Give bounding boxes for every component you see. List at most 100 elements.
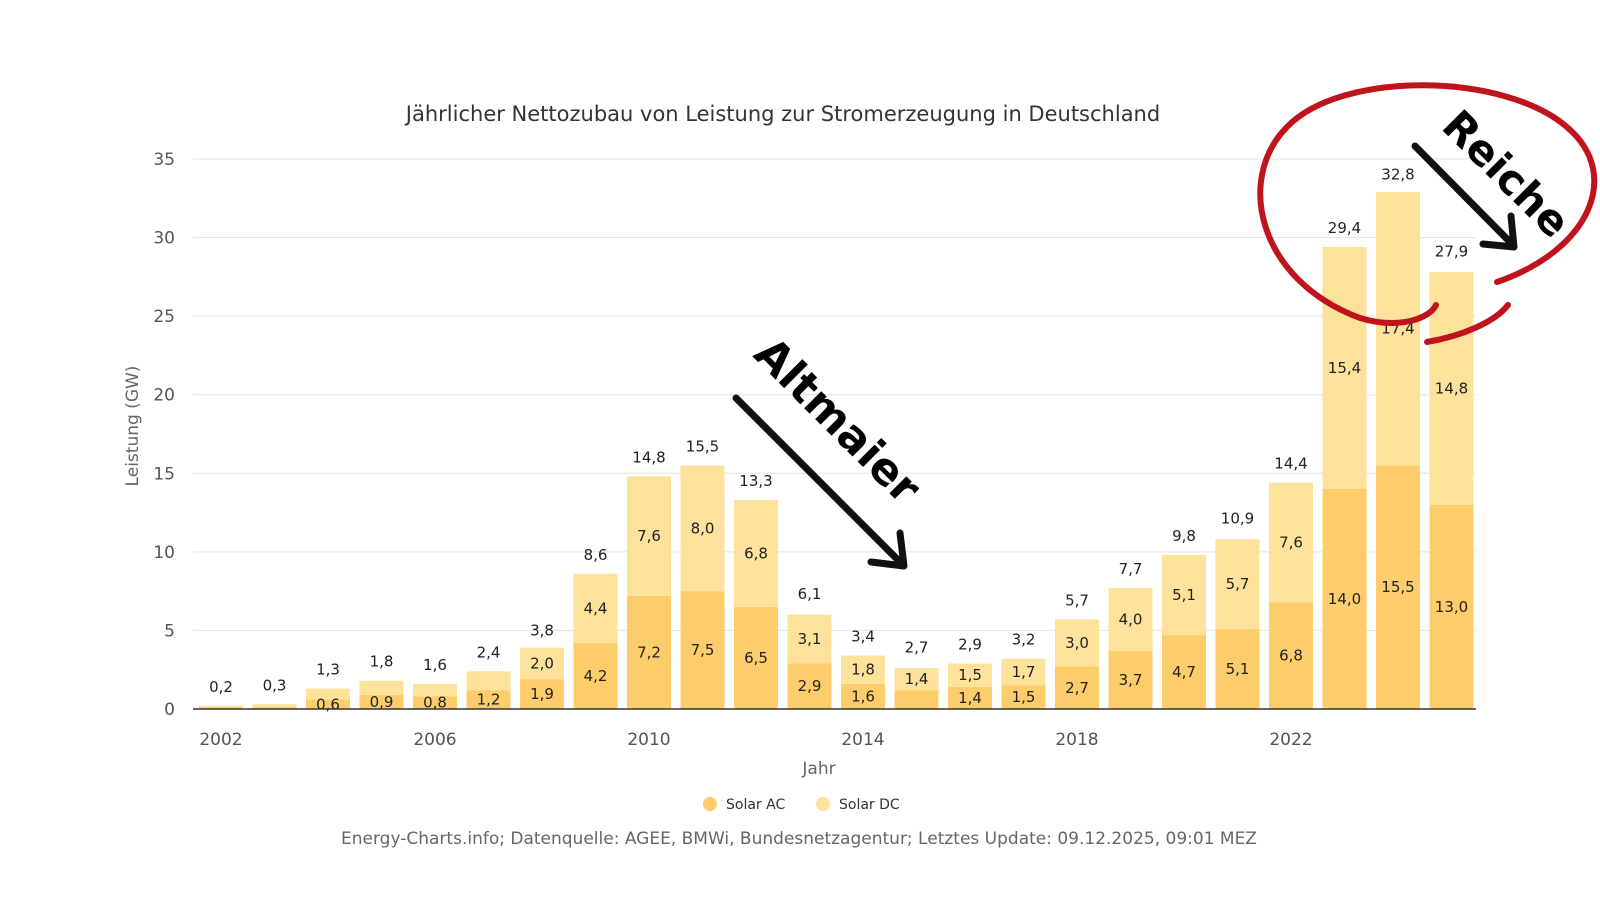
bar-segment-solar-ac[interactable] [306, 699, 350, 709]
bar-segment-solar-ac[interactable] [948, 687, 992, 709]
total-label: 3,2 [1012, 631, 1036, 649]
y-tick-label: 35 [153, 150, 175, 170]
bar-segment-solar-dc[interactable] [1269, 482, 1313, 603]
bar-segment-solar-ac[interactable] [252, 707, 297, 709]
data-label: 15,5 [1381, 578, 1414, 596]
data-label: 2,0 [530, 654, 554, 672]
data-label: 8,0 [691, 519, 715, 537]
data-label: 6,5 [744, 649, 768, 667]
legend-item-solar-dc[interactable]: Solar DC [816, 797, 900, 813]
data-label: 7,6 [637, 527, 661, 545]
bar-segment-solar-dc[interactable] [680, 465, 725, 592]
bar-segment-solar-dc[interactable] [306, 688, 350, 700]
chart-title: Jährlicher Nettozubau von Leistung zur S… [404, 102, 1160, 126]
total-label: 32,8 [1381, 166, 1414, 184]
x-tick-label: 2006 [413, 730, 456, 750]
legend-item-solar-ac[interactable]: Solar AC [703, 797, 785, 813]
total-label: 1,3 [316, 661, 340, 679]
bar-segment-solar-ac[interactable] [680, 591, 725, 709]
bar-segment-solar-ac[interactable] [573, 643, 618, 709]
x-axis-ticks: 2002 2006 2010 2014 2018 2022 [199, 730, 1312, 750]
bar-segment-solar-ac[interactable] [1215, 628, 1260, 709]
bar-segment-solar-dc[interactable] [1162, 555, 1206, 636]
bar-segment-solar-dc[interactable] [627, 476, 671, 596]
bar-segment-solar-ac[interactable] [841, 683, 885, 709]
bar-segment-solar-dc[interactable] [841, 655, 885, 684]
bar-segment-solar-dc[interactable] [1215, 539, 1260, 629]
x-tick-label: 2010 [627, 730, 670, 750]
bar-segment-solar-ac[interactable] [1429, 504, 1474, 709]
data-label: 1,7 [1012, 663, 1036, 681]
bar-segment-solar-ac[interactable] [1108, 650, 1153, 709]
legend-label-solar-ac: Solar AC [726, 797, 785, 813]
total-label: 14,8 [632, 448, 665, 466]
bar-segment-solar-dc[interactable] [252, 704, 297, 708]
bar-segment-solar-dc[interactable] [359, 680, 404, 695]
bar-segment-solar-dc[interactable] [1001, 658, 1046, 686]
total-label: 0,3 [263, 676, 287, 694]
data-label: 3,7 [1119, 671, 1143, 689]
bar-segment-solar-ac[interactable] [466, 690, 511, 709]
bar-segment-solar-dc[interactable] [1055, 619, 1099, 667]
data-label: 0,9 [370, 693, 394, 711]
y-tick-label: 10 [153, 543, 175, 563]
bar-segment-solar-ac[interactable] [1055, 666, 1099, 709]
y-tick-label: 30 [153, 229, 175, 249]
total-label: 6,1 [798, 585, 822, 603]
total-label: 27,9 [1435, 243, 1468, 261]
total-label: 3,4 [851, 628, 875, 646]
bar-segment-solar-ac[interactable] [1162, 635, 1206, 709]
bar-segment-solar-ac[interactable] [894, 690, 939, 709]
total-label: 9,8 [1172, 527, 1196, 545]
bar-segment-solar-ac[interactable] [787, 663, 832, 709]
bar-segment-solar-dc[interactable] [894, 668, 939, 691]
bar-segment-solar-dc[interactable] [573, 573, 618, 643]
total-label: 8,6 [584, 546, 608, 564]
y-tick-label: 20 [153, 386, 175, 406]
y-tick-label: 5 [164, 621, 175, 641]
data-label: 7,6 [1279, 533, 1303, 551]
bar-segment-solar-ac[interactable] [1001, 685, 1046, 709]
data-label: 3,1 [798, 630, 822, 648]
y-tick-label: 25 [153, 307, 175, 327]
bar-segment-solar-dc[interactable] [1322, 247, 1367, 489]
bar-segment-solar-ac[interactable] [199, 707, 243, 709]
data-label: 4,0 [1119, 610, 1143, 628]
bar-segment-solar-ac[interactable] [1322, 489, 1367, 709]
bar-segment-solar-ac[interactable] [734, 606, 778, 709]
data-label: 7,5 [691, 641, 715, 659]
bar-segment-solar-ac[interactable] [627, 595, 671, 709]
bar-segment-solar-dc[interactable] [413, 683, 457, 697]
data-label: 2,9 [798, 677, 822, 695]
y-tick-label: 15 [153, 464, 175, 484]
total-label: 13,3 [739, 472, 772, 490]
data-label: 1,9 [530, 685, 554, 703]
data-label: 6,8 [1279, 647, 1303, 665]
bar-segment-solar-dc[interactable] [734, 500, 778, 607]
bar-segment-solar-dc[interactable] [199, 705, 243, 708]
bar-segment-solar-ac[interactable] [1269, 602, 1313, 709]
y-axis-ticks: 0 5 10 15 20 25 30 35 [153, 150, 175, 720]
legend-marker-solar-ac [703, 797, 717, 811]
bar-segment-solar-dc[interactable] [520, 647, 564, 680]
x-tick-label: 2002 [199, 730, 242, 750]
x-tick-label: 2014 [841, 730, 884, 750]
bar-segment-solar-dc[interactable] [1429, 272, 1474, 505]
bar-segment-solar-dc[interactable] [787, 614, 832, 664]
data-label: 14,8 [1435, 379, 1468, 397]
bar-segment-solar-dc[interactable] [1376, 192, 1420, 466]
bar-segment-solar-ac[interactable] [1376, 465, 1420, 709]
total-label: 14,4 [1274, 455, 1307, 473]
source-credit: Energy-Charts.info; Datenquelle: AGEE, B… [341, 829, 1257, 849]
bar-segment-solar-ac[interactable] [520, 679, 564, 709]
bar-segment-solar-dc[interactable] [948, 663, 992, 687]
data-label: 1,5 [958, 666, 982, 684]
data-label: 0,8 [423, 694, 447, 712]
arrow-down-right-icon [1411, 142, 1518, 251]
data-label: 5,7 [1226, 575, 1250, 593]
bar-segment-solar-dc[interactable] [466, 671, 511, 691]
bar-segment-solar-ac[interactable] [359, 694, 404, 709]
bar-segment-solar-ac[interactable] [413, 696, 457, 709]
bar-segment-solar-dc[interactable] [1108, 588, 1153, 651]
